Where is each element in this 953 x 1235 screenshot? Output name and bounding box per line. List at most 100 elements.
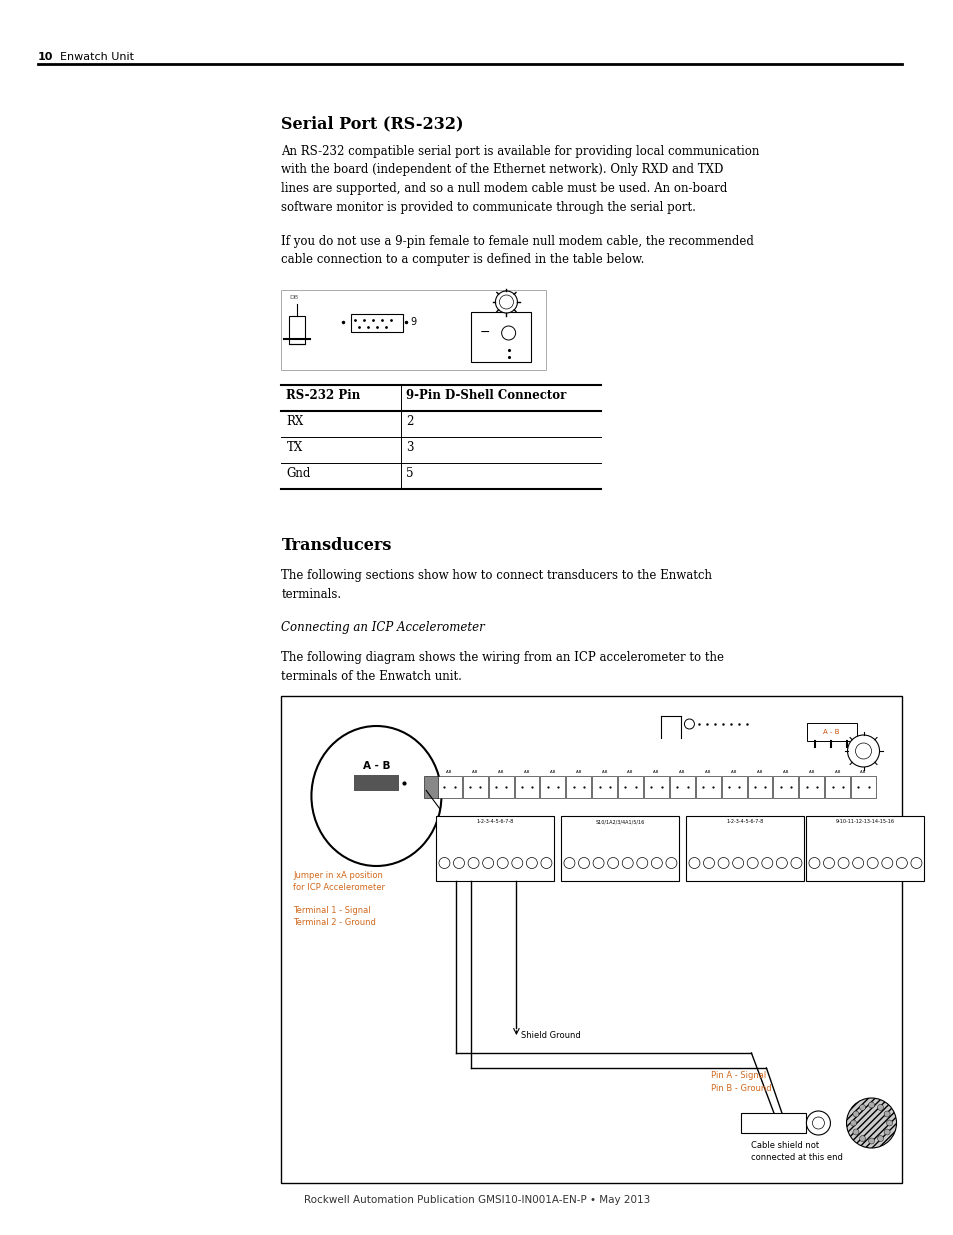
Bar bbox=[805, 816, 923, 881]
Text: DB: DB bbox=[289, 295, 298, 300]
Text: A-B: A-B bbox=[601, 769, 607, 774]
Circle shape bbox=[885, 1120, 892, 1126]
Circle shape bbox=[808, 857, 819, 868]
Circle shape bbox=[859, 1104, 864, 1110]
Circle shape bbox=[896, 857, 906, 868]
Text: A-B: A-B bbox=[497, 769, 504, 774]
Circle shape bbox=[761, 857, 772, 868]
Circle shape bbox=[683, 719, 694, 729]
Text: A-B: A-B bbox=[627, 769, 633, 774]
Text: A-B: A-B bbox=[704, 769, 711, 774]
Circle shape bbox=[651, 857, 661, 868]
Text: S10/1A2/3/4A1/5/16: S10/1A2/3/4A1/5/16 bbox=[596, 819, 644, 824]
Circle shape bbox=[883, 1129, 889, 1135]
Text: A-B: A-B bbox=[756, 769, 762, 774]
Text: Connecting an ICP Accelerometer: Connecting an ICP Accelerometer bbox=[281, 621, 485, 634]
Circle shape bbox=[805, 1112, 829, 1135]
Circle shape bbox=[867, 1102, 874, 1108]
Text: 2: 2 bbox=[406, 415, 414, 429]
Bar bbox=[281, 697, 901, 1183]
Text: A - B: A - B bbox=[362, 761, 390, 771]
Circle shape bbox=[702, 857, 714, 868]
Circle shape bbox=[846, 735, 879, 767]
Circle shape bbox=[453, 857, 464, 868]
Bar bbox=[592, 776, 617, 798]
Bar bbox=[824, 776, 849, 798]
Text: A-B: A-B bbox=[472, 769, 478, 774]
Circle shape bbox=[881, 857, 892, 868]
Bar bbox=[471, 312, 531, 362]
Circle shape bbox=[688, 857, 700, 868]
Text: RS-232 Pin: RS-232 Pin bbox=[286, 389, 360, 403]
Circle shape bbox=[636, 857, 647, 868]
Text: Terminal 1 - Signal
Terminal 2 - Ground: Terminal 1 - Signal Terminal 2 - Ground bbox=[294, 906, 375, 926]
Text: Pin A - Signal
Pin B - Ground: Pin A - Signal Pin B - Ground bbox=[711, 1072, 771, 1093]
Circle shape bbox=[732, 857, 743, 868]
Bar bbox=[354, 776, 398, 790]
Circle shape bbox=[468, 857, 478, 868]
Text: A-B: A-B bbox=[523, 769, 530, 774]
Bar bbox=[686, 816, 803, 881]
Text: A-B: A-B bbox=[834, 769, 840, 774]
Circle shape bbox=[563, 857, 575, 868]
Circle shape bbox=[495, 291, 517, 312]
Text: A-B: A-B bbox=[446, 769, 452, 774]
Bar bbox=[289, 316, 305, 345]
Bar bbox=[488, 776, 513, 798]
Circle shape bbox=[850, 1120, 856, 1126]
Bar bbox=[740, 1113, 805, 1132]
Bar bbox=[281, 290, 546, 370]
Text: A-B: A-B bbox=[679, 769, 685, 774]
Bar bbox=[850, 776, 875, 798]
Text: Enwatch Unit: Enwatch Unit bbox=[60, 52, 134, 62]
Circle shape bbox=[877, 1136, 882, 1141]
Bar bbox=[351, 314, 403, 332]
Circle shape bbox=[877, 1104, 882, 1110]
Ellipse shape bbox=[311, 726, 441, 866]
Bar bbox=[747, 776, 772, 798]
Bar bbox=[643, 776, 668, 798]
Circle shape bbox=[852, 1112, 858, 1116]
Circle shape bbox=[540, 857, 552, 868]
Text: Cable shield not
connected at this end: Cable shield not connected at this end bbox=[751, 1141, 842, 1162]
Circle shape bbox=[665, 857, 677, 868]
Bar bbox=[669, 776, 694, 798]
Text: A-B: A-B bbox=[549, 769, 556, 774]
Text: The following sections show how to connect transducers to the Enwatch
terminals.: The following sections show how to conne… bbox=[281, 569, 712, 600]
Bar bbox=[799, 776, 823, 798]
Bar bbox=[540, 776, 565, 798]
Circle shape bbox=[482, 857, 493, 868]
Text: 5: 5 bbox=[406, 467, 414, 480]
Circle shape bbox=[852, 857, 862, 868]
Circle shape bbox=[845, 1098, 896, 1149]
Text: A - B: A - B bbox=[822, 729, 839, 735]
Text: RX: RX bbox=[286, 415, 303, 429]
Text: −: − bbox=[479, 326, 490, 338]
Circle shape bbox=[499, 295, 513, 309]
Text: A-B: A-B bbox=[860, 769, 866, 774]
Circle shape bbox=[822, 857, 834, 868]
Text: If you do not use a 9-pin female to female null modem cable, the recommended
cab: If you do not use a 9-pin female to fema… bbox=[281, 235, 754, 267]
Text: The following diagram shows the wiring from an ICP accelerometer to the
terminal: The following diagram shows the wiring f… bbox=[281, 651, 723, 683]
Circle shape bbox=[497, 857, 508, 868]
Bar bbox=[561, 816, 679, 881]
Text: A-B: A-B bbox=[808, 769, 814, 774]
Circle shape bbox=[910, 857, 921, 868]
Bar bbox=[424, 776, 438, 798]
Circle shape bbox=[837, 857, 848, 868]
Text: Transducers: Transducers bbox=[281, 537, 392, 555]
Bar bbox=[618, 776, 642, 798]
Text: Gnd: Gnd bbox=[286, 467, 311, 480]
Text: 9: 9 bbox=[410, 317, 416, 327]
Circle shape bbox=[859, 1136, 864, 1141]
Circle shape bbox=[501, 326, 515, 340]
Circle shape bbox=[593, 857, 603, 868]
Bar bbox=[720, 776, 746, 798]
Circle shape bbox=[526, 857, 537, 868]
Text: 3: 3 bbox=[406, 441, 414, 454]
Text: TX: TX bbox=[286, 441, 302, 454]
Text: A-B: A-B bbox=[575, 769, 581, 774]
Bar bbox=[773, 776, 798, 798]
Circle shape bbox=[718, 857, 728, 868]
Bar bbox=[695, 776, 720, 798]
